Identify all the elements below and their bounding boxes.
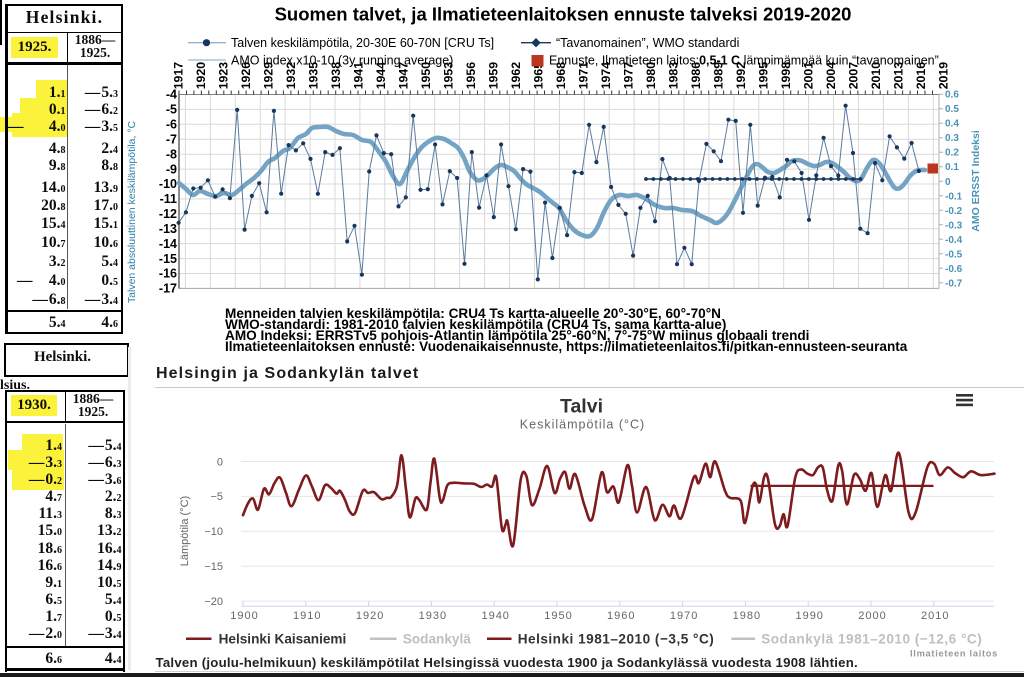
svg-text:1932: 1932 — [284, 62, 298, 90]
svg-text:Helsinki Kaisaniemi: Helsinki Kaisaniemi — [219, 631, 347, 646]
svg-text:Sodankylä 1981–2010 (−12,6 °C): Sodankylä 1981–2010 (−12,6 °C) — [761, 631, 982, 646]
svg-text:-17: -17 — [159, 282, 177, 296]
svg-text:Ennuste, Ilmatieteen laitos:0,: Ennuste, Ilmatieteen laitos:0,5-1 C lämp… — [549, 53, 939, 67]
svg-text:1938: 1938 — [329, 62, 343, 90]
svg-text:1977: 1977 — [621, 62, 635, 90]
svg-text:1935: 1935 — [306, 62, 320, 90]
svg-text:-7: -7 — [166, 132, 177, 146]
svg-text:0.6: 0.6 — [945, 90, 959, 101]
svg-text:1990: 1990 — [795, 610, 823, 622]
svg-text:1920: 1920 — [194, 62, 208, 90]
svg-text:2019: 2019 — [936, 62, 950, 90]
svg-text:Ilmatieteen laitos: Ilmatieteen laitos — [910, 649, 998, 659]
svg-text:2010: 2010 — [921, 610, 949, 622]
svg-text:-13: -13 — [159, 222, 177, 236]
svg-text:AMO ERSST Indeksi: AMO ERSST Indeksi — [970, 130, 982, 232]
svg-text:-8: -8 — [166, 147, 177, 161]
svg-text:0: 0 — [217, 456, 223, 468]
svg-text:1971: 1971 — [576, 62, 590, 90]
svg-text:1980: 1980 — [644, 62, 658, 90]
svg-text:2013: 2013 — [891, 62, 905, 90]
svg-text:1950: 1950 — [419, 62, 433, 90]
svg-text:-0.3: -0.3 — [945, 220, 963, 231]
svg-text:0: 0 — [945, 177, 951, 188]
svg-text:AMO index x10-10 (3y running a: AMO index x10-10 (3y running average) — [231, 53, 453, 67]
svg-text:1970: 1970 — [670, 610, 698, 622]
svg-text:-12: -12 — [159, 207, 177, 221]
svg-text:2007: 2007 — [846, 62, 860, 90]
svg-text:Talvi: Talvi — [560, 396, 603, 418]
svg-text:-10: -10 — [159, 177, 177, 191]
svg-text:1959: 1959 — [486, 62, 500, 90]
svg-text:1917: 1917 — [171, 62, 185, 90]
svg-text:Suomen talvet, ja Ilmatieteenl: Suomen talvet, ja Ilmatieteenlaitoksen e… — [275, 4, 852, 25]
svg-text:-16: -16 — [159, 267, 177, 281]
svg-text:-0.1: -0.1 — [945, 191, 963, 202]
svg-text:1974: 1974 — [599, 62, 613, 90]
svg-text:0.5: 0.5 — [945, 104, 959, 115]
svg-text:Sodankylä: Sodankylä — [403, 631, 471, 646]
svg-text:1956: 1956 — [464, 62, 478, 90]
svg-text:1947: 1947 — [396, 62, 410, 90]
svg-text:Talven absoluuttinen keskilämp: Talven absoluuttinen keskilämpötila, °C — [127, 120, 138, 303]
svg-text:1944: 1944 — [374, 62, 388, 90]
svg-text:“Tavanomainen”, WMO standardi: “Tavanomainen”, WMO standardi — [556, 36, 739, 50]
svg-text:−10: −10 — [204, 526, 223, 538]
svg-text:-4: -4 — [166, 88, 177, 102]
svg-text:2010: 2010 — [869, 62, 883, 90]
svg-text:1995: 1995 — [756, 62, 770, 90]
svg-text:1986: 1986 — [689, 62, 703, 90]
svg-text:1920: 1920 — [356, 610, 384, 622]
svg-text:-14: -14 — [159, 237, 177, 251]
svg-text:0.3: 0.3 — [945, 133, 959, 144]
svg-text:2000: 2000 — [858, 610, 886, 622]
svg-text:-9: -9 — [166, 162, 177, 176]
svg-text:1992: 1992 — [734, 62, 748, 90]
svg-text:-5: -5 — [166, 103, 177, 117]
svg-text:2004: 2004 — [824, 62, 838, 90]
svg-text:0.2: 0.2 — [945, 148, 959, 159]
svg-text:-0.7: -0.7 — [945, 278, 963, 289]
svg-text:1940: 1940 — [481, 610, 509, 622]
svg-text:2001: 2001 — [801, 62, 815, 90]
svg-text:1998: 1998 — [779, 62, 793, 90]
svg-text:-0.2: -0.2 — [945, 206, 963, 217]
svg-text:1930: 1930 — [419, 610, 447, 622]
svg-text:-0.4: -0.4 — [945, 235, 963, 246]
svg-text:1989: 1989 — [711, 62, 725, 90]
svg-text:-0.6: -0.6 — [945, 264, 963, 275]
svg-text:1941: 1941 — [351, 62, 365, 90]
svg-text:1962: 1962 — [509, 62, 523, 90]
svg-text:1910: 1910 — [293, 610, 321, 622]
svg-text:Keskilämpötila (°C): Keskilämpötila (°C) — [520, 418, 645, 432]
svg-text:1965: 1965 — [531, 62, 545, 90]
svg-text:1926: 1926 — [239, 62, 253, 90]
svg-text:0.4: 0.4 — [945, 119, 959, 130]
svg-text:1980: 1980 — [733, 610, 761, 622]
svg-text:−15: −15 — [204, 561, 223, 573]
svg-text:1968: 1968 — [554, 62, 568, 90]
svg-text:Lämpötila (°C): Lämpötila (°C) — [179, 496, 191, 566]
svg-text:1950: 1950 — [544, 610, 572, 622]
svg-text:1923: 1923 — [216, 62, 230, 90]
svg-text:−20: −20 — [204, 596, 223, 608]
svg-text:-6: -6 — [166, 118, 177, 132]
svg-text:1953: 1953 — [441, 62, 455, 90]
svg-text:2016: 2016 — [914, 62, 928, 90]
svg-text:1960: 1960 — [607, 610, 635, 622]
svg-text:-15: -15 — [159, 252, 177, 266]
svg-text:Talven keskilämpötila, 20-30E: Talven keskilämpötila, 20-30E 60-70N [CR… — [231, 36, 494, 50]
svg-text:0.1: 0.1 — [945, 162, 959, 173]
svg-text:1983: 1983 — [666, 62, 680, 90]
svg-text:Helsinki 1981–2010 (−3,5 °C): Helsinki 1981–2010 (−3,5 °C) — [518, 631, 715, 646]
svg-text:−5: −5 — [210, 491, 223, 503]
svg-text:-0.5: -0.5 — [945, 249, 963, 260]
svg-text:1900: 1900 — [230, 610, 258, 622]
svg-text:-11: -11 — [160, 192, 177, 206]
svg-text:1929: 1929 — [261, 62, 275, 90]
